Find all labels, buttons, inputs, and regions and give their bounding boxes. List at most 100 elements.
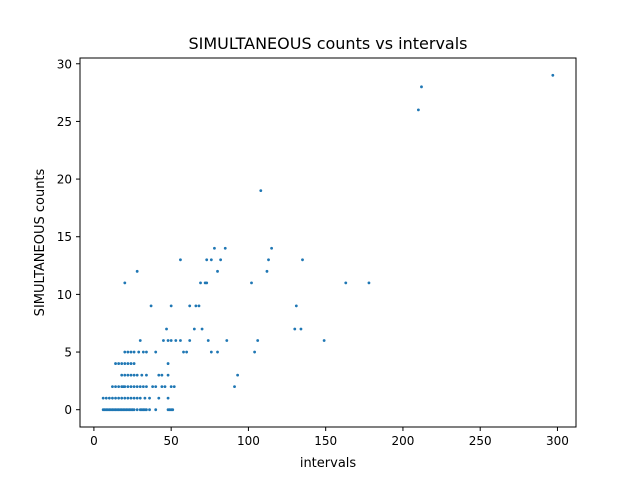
plot-frame	[79, 57, 577, 428]
y-axis-label: SIMULTANEOUS counts	[33, 168, 48, 316]
x-axis-label: intervals	[300, 456, 357, 471]
data-point	[140, 373, 144, 377]
data-point	[123, 373, 127, 377]
data-point	[129, 362, 133, 365]
data-point	[209, 350, 213, 354]
data-point	[299, 327, 303, 331]
data-point	[179, 339, 182, 342]
x-tick-label: 50	[164, 434, 179, 448]
data-point	[120, 362, 124, 365]
data-point	[169, 339, 173, 342]
x-tick-label: 150	[314, 434, 337, 448]
data-point	[200, 327, 204, 331]
data-point	[250, 281, 253, 285]
data-point	[117, 385, 121, 389]
data-point	[135, 269, 139, 273]
data-point	[132, 373, 136, 377]
data-point	[367, 281, 371, 285]
data-point	[301, 258, 304, 262]
data-point	[174, 339, 178, 342]
data-point	[126, 385, 130, 389]
x-tick-label: 200	[391, 434, 414, 448]
data-point	[197, 304, 201, 308]
data-point	[205, 281, 209, 285]
data-point	[132, 408, 136, 412]
data-point	[194, 304, 198, 308]
data-point	[188, 339, 192, 342]
data-point	[171, 408, 175, 412]
data-point	[206, 339, 210, 342]
data-point	[138, 339, 142, 342]
x-axis: 0 50 100 150 200 250 300	[90, 427, 569, 448]
data-point	[143, 396, 147, 400]
data-point	[132, 385, 136, 389]
data-point	[216, 350, 219, 354]
data-point	[126, 350, 130, 354]
x-tick-label: 300	[546, 434, 569, 448]
data-point	[135, 408, 139, 412]
data-point	[138, 385, 142, 389]
data-point	[101, 396, 105, 400]
data-point	[123, 281, 127, 285]
data-point	[107, 396, 111, 400]
data-point	[154, 350, 158, 354]
data-point	[322, 339, 326, 342]
data-point	[169, 385, 173, 389]
data-point	[166, 373, 170, 377]
data-point	[117, 362, 121, 365]
y-tick-label: 20	[57, 173, 72, 187]
data-point	[192, 327, 196, 331]
data-point	[132, 350, 136, 354]
data-point	[166, 362, 170, 365]
data-point	[344, 281, 348, 285]
data-point	[160, 385, 164, 389]
data-point	[129, 373, 133, 377]
data-point	[165, 327, 168, 331]
data-point	[163, 385, 167, 389]
y-tick-label: 10	[57, 288, 72, 302]
data-point	[145, 408, 148, 412]
data-point	[104, 396, 108, 400]
y-axis: 0 5 10 15 20 25 30	[57, 57, 80, 417]
data-point	[270, 246, 273, 250]
data-point	[267, 258, 270, 262]
x-tick-label: 0	[90, 434, 98, 448]
data-point	[216, 269, 219, 273]
data-point	[135, 373, 139, 377]
data-point	[169, 304, 173, 308]
data-point	[111, 385, 114, 389]
y-tick-label: 0	[64, 403, 72, 417]
data-point	[114, 385, 117, 389]
data-point	[294, 304, 298, 308]
data-point	[137, 350, 141, 354]
data-point	[126, 396, 130, 400]
data-point	[157, 373, 161, 377]
data-point	[135, 396, 139, 400]
data-point	[154, 385, 158, 389]
data-point	[179, 258, 182, 262]
data-point	[265, 269, 269, 273]
data-point	[141, 350, 145, 354]
scatter-points	[101, 73, 555, 412]
y-tick-label: 15	[57, 230, 72, 244]
data-point	[117, 396, 121, 400]
data-point	[154, 408, 158, 412]
data-point	[551, 73, 555, 77]
data-point	[145, 385, 148, 389]
data-point	[182, 350, 185, 354]
data-point	[126, 362, 130, 365]
data-point	[293, 327, 297, 331]
data-point	[129, 350, 133, 354]
data-point	[151, 385, 155, 389]
data-point	[149, 304, 153, 308]
x-tick-label: 250	[469, 434, 492, 448]
data-point	[132, 396, 136, 400]
data-point	[256, 339, 260, 342]
data-point	[185, 350, 189, 354]
data-point	[209, 258, 213, 262]
data-point	[148, 408, 151, 412]
data-point	[145, 350, 148, 354]
data-point	[213, 246, 216, 250]
data-point	[111, 396, 114, 400]
data-point	[123, 362, 127, 365]
